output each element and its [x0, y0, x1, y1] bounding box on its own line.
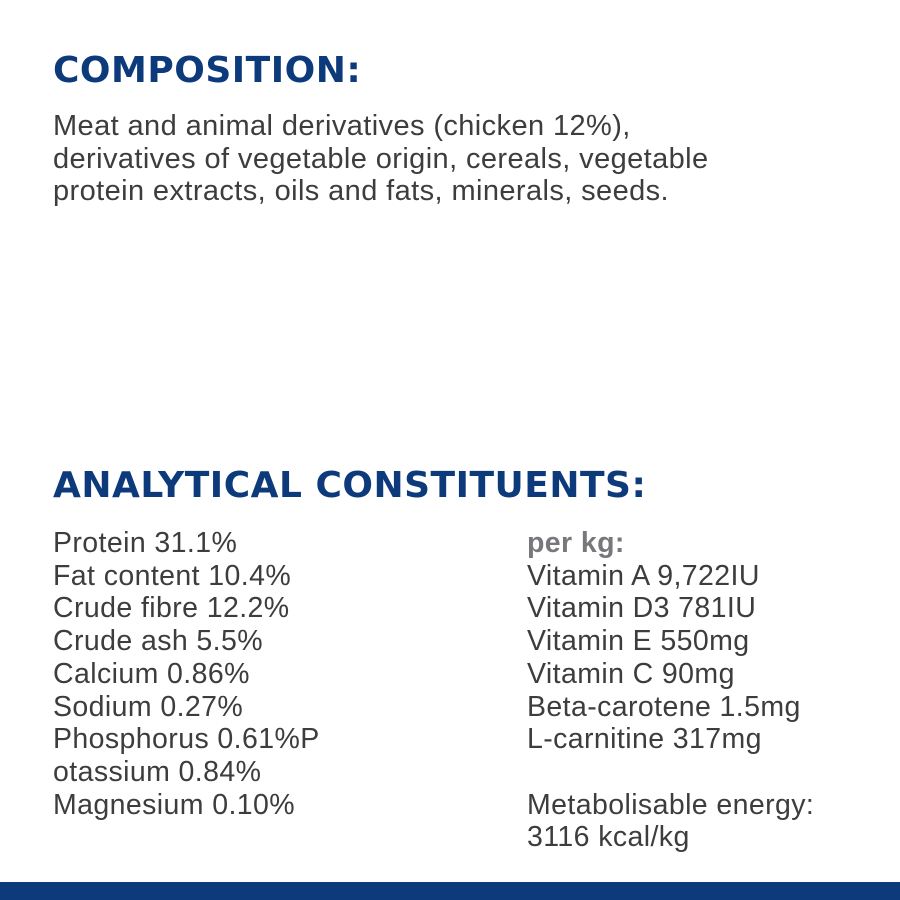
composition-line: Meat and animal derivatives (chicken 12%…	[53, 110, 631, 142]
additive-item: Vitamin D3 781IU	[527, 592, 757, 625]
constituent-item: Fat content 10.4%	[53, 559, 292, 592]
additives-list: per kg: Vitamin A 9,722IU Vitamin D3 781…	[527, 527, 814, 854]
additive-item: Beta-carotene 1.5mg	[527, 690, 801, 723]
spacer	[527, 756, 814, 789]
constituent-item: Calcium 0.86%	[53, 657, 250, 690]
additive-item: Vitamin E 550mg	[527, 625, 750, 658]
energy-label: Metabolisable energy:	[527, 788, 815, 821]
composition-text: Meat and animal derivatives (chicken 12%…	[53, 110, 873, 208]
additive-item: L-carnitine 317mg	[527, 723, 762, 756]
constituents-list: Protein 31.1% Fat content 10.4% Crude fi…	[53, 527, 320, 821]
additive-item: Vitamin C 90mg	[527, 657, 735, 690]
constituent-item: Magnesium 0.10%	[53, 788, 296, 821]
energy-value: 3116 kcal/kg	[527, 821, 690, 854]
constituent-item: Phosphorus 0.61%P	[53, 723, 320, 756]
constituent-item: Crude ash 5.5%	[53, 625, 263, 658]
footer-bar	[0, 882, 900, 900]
additive-item: Vitamin A 9,722IU	[527, 559, 760, 592]
constituent-item: otassium 0.84%	[53, 755, 262, 788]
composition-heading: COMPOSITION:	[53, 50, 362, 91]
per-kg-label: per kg:	[527, 527, 625, 559]
composition-line: protein extracts, oils and fats, mineral…	[53, 175, 669, 207]
constituent-item: Crude fibre 12.2%	[53, 592, 290, 625]
constituent-item: Protein 31.1%	[53, 527, 238, 559]
analytical-constituents-heading: ANALYTICAL CONSTITUENTS:	[53, 465, 647, 506]
constituent-item: Sodium 0.27%	[53, 690, 244, 723]
composition-line: derivatives of vegetable origin, cereals…	[53, 142, 709, 175]
